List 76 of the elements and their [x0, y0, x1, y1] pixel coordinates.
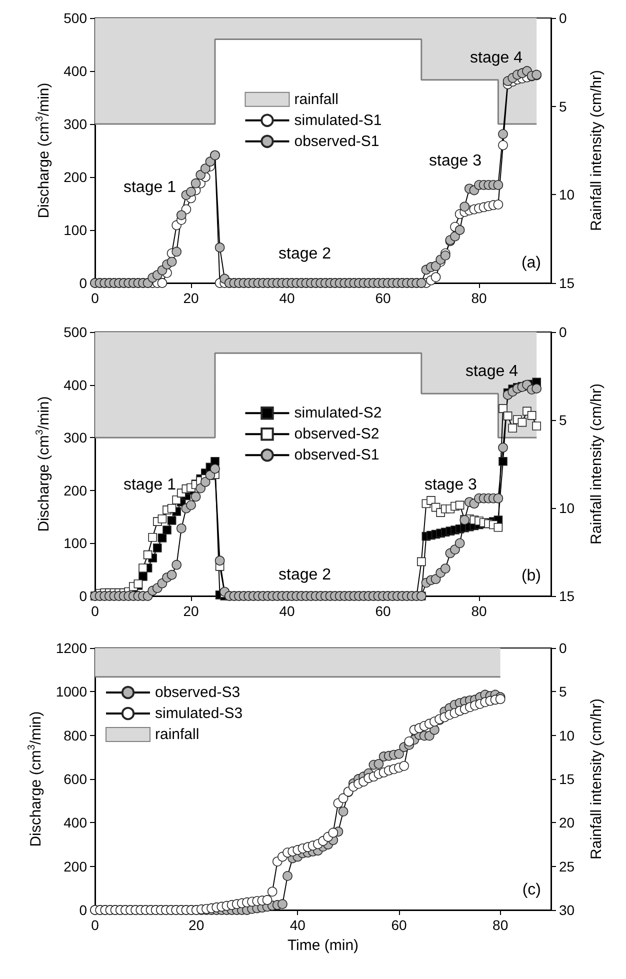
- y-tick-label: 500: [64, 10, 88, 26]
- y2-tick-label: 5: [559, 684, 567, 700]
- legend-label: observed-S1: [294, 446, 380, 464]
- x-tick-label: 40: [290, 917, 306, 933]
- annotation: stage 2: [278, 245, 332, 262]
- y-tick-label: 200: [64, 858, 88, 874]
- y2-tick-label: 10: [559, 727, 575, 744]
- legend-label: observed-S3: [155, 684, 240, 701]
- y-axis-title: Discharge (cm3/min): [34, 82, 52, 218]
- y2-tick-label: 10: [559, 186, 575, 203]
- y-axis-title: Discharge (cm3/min): [26, 711, 44, 847]
- legend-label: simulated-S2: [294, 404, 382, 422]
- y2-tick-label: 30: [559, 902, 575, 918]
- x-tick-label: 0: [91, 603, 100, 619]
- annotation: (b): [521, 568, 541, 584]
- y-tick-label: 0: [79, 902, 88, 918]
- x-tick-label: 40: [279, 290, 295, 306]
- x-tick-label: 0: [91, 917, 100, 933]
- y-tick-label: 800: [64, 727, 88, 744]
- legend-label: observed-S1: [294, 132, 380, 150]
- y2-tick-label: 15: [559, 588, 575, 604]
- y-tick-label: 0: [79, 588, 88, 604]
- y-tick-label: 1000: [56, 684, 88, 700]
- y-tick-label: 100: [64, 222, 88, 238]
- y2-tick-label: 0: [559, 324, 567, 340]
- y-tick-label: 300: [64, 430, 88, 446]
- y2-tick-label: 20: [559, 814, 575, 831]
- x-tick-label: 80: [492, 917, 508, 933]
- y2-tick-label: 5: [559, 412, 567, 428]
- y2-tick-label: 5: [559, 98, 567, 114]
- x-axis-title: Time (min): [287, 937, 359, 954]
- x-tick-label: 0: [91, 290, 100, 306]
- y2-axis-title: Rainfall intensity (cm/hr): [588, 384, 605, 544]
- annotation: stage 1: [123, 179, 176, 196]
- y-tick-label: 100: [64, 535, 88, 552]
- y2-tick-label: 0: [559, 10, 567, 26]
- annotation: stage 2: [278, 566, 332, 584]
- annotation: stage 4: [470, 49, 523, 66]
- y-tick-label: 400: [64, 376, 88, 393]
- x-tick-label: 80: [471, 603, 487, 619]
- x-tick-label: 20: [183, 603, 199, 619]
- legend-label: observed-S2: [294, 426, 380, 443]
- y-tick-label: 200: [64, 482, 88, 498]
- y2-tick-label: 15: [559, 771, 575, 787]
- y-tick-label: 400: [64, 814, 88, 831]
- y2-tick-label: 25: [559, 858, 575, 874]
- y2-tick-label: 10: [559, 500, 575, 516]
- y-tick-label: 400: [64, 63, 88, 79]
- y-axis-title: Discharge (cm3/min): [34, 396, 52, 532]
- x-tick-label: 40: [279, 603, 295, 619]
- y-tick-label: 1200: [56, 640, 88, 656]
- annotation: (a): [521, 254, 541, 272]
- y2-tick-label: 15: [559, 275, 575, 291]
- annotation: stage 3: [429, 152, 482, 170]
- legend-label: simulated-S3: [155, 705, 243, 722]
- y-tick-label: 0: [79, 275, 88, 291]
- legend-label: simulated-S1: [294, 112, 382, 129]
- annotation: stage 3: [424, 476, 478, 494]
- x-tick-label: 20: [188, 917, 204, 933]
- x-tick-label: 60: [391, 917, 407, 933]
- y2-axis-title: Rainfall intensity (cm/hr): [588, 698, 605, 860]
- y-tick-label: 200: [64, 169, 88, 185]
- legend-label: rainfall: [155, 726, 200, 743]
- x-tick-label: 60: [375, 603, 391, 619]
- legend-label: rainfall: [294, 90, 338, 108]
- x-tick-label: 60: [375, 290, 391, 306]
- y2-tick-label: 0: [559, 640, 567, 656]
- y2-axis-title: Rainfall intensity (cm/hr): [588, 70, 605, 231]
- y-tick-label: 500: [64, 324, 88, 340]
- annotation: stage 4: [465, 363, 518, 380]
- y-tick-label: 300: [64, 116, 88, 132]
- x-tick-label: 20: [183, 290, 199, 306]
- annotation: (c): [522, 882, 541, 898]
- annotation: stage 1: [123, 476, 176, 494]
- y-tick-label: 600: [64, 771, 88, 787]
- x-tick-label: 80: [471, 290, 487, 306]
